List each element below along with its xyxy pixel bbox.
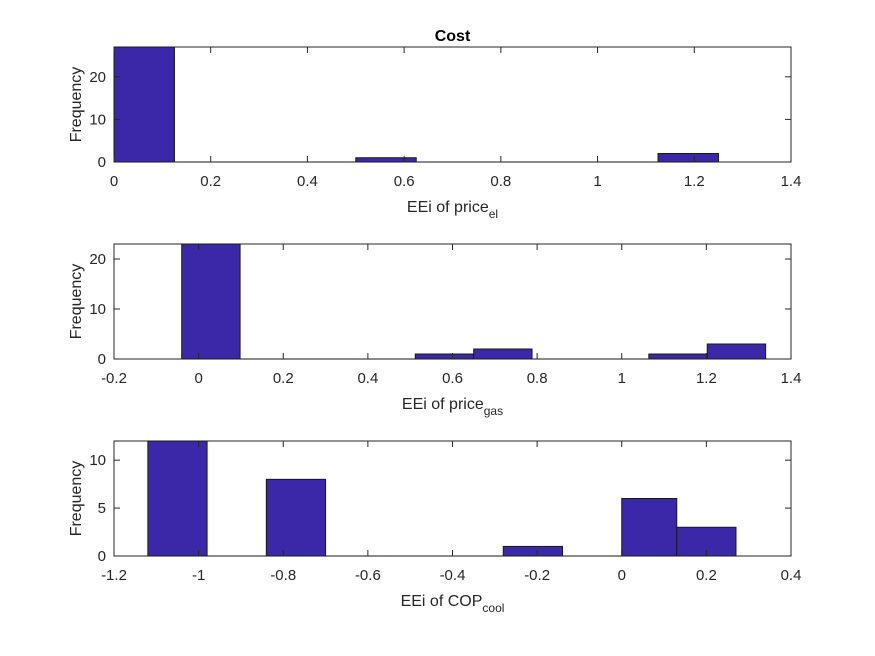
- x-tick-label: 0.4: [781, 567, 802, 584]
- histogram-bar: [147, 440, 208, 557]
- y-axis-label: Frequency: [68, 461, 85, 537]
- x-tick-label: -0.2: [101, 370, 127, 387]
- x-axis-label-text: EEi of price: [407, 199, 489, 216]
- histogram-bar: [355, 157, 417, 163]
- x-tick-label: -0.8: [270, 567, 296, 584]
- x-axis-label-subscript: el: [489, 207, 498, 221]
- x-axis-label-subscript: cool: [482, 601, 504, 615]
- histogram-bar: [265, 478, 327, 557]
- histogram-panel-price-el: 0 0.2 0.4 0.6 0.8 1 1.2 1.4 0 10 20 EEi of priceel F…: [68, 28, 801, 221]
- histogram-bar: [657, 152, 719, 163]
- x-tick-label: 0.2: [200, 173, 221, 190]
- x-tick-label: 1: [618, 370, 626, 387]
- histogram-bar: [502, 545, 564, 557]
- plot-area: [113, 46, 792, 163]
- chart-title: Cost: [435, 28, 471, 45]
- x-tick-label: 0.8: [527, 370, 548, 387]
- x-tick-label: 0.6: [394, 173, 415, 190]
- x-tick-label: 0: [110, 173, 118, 190]
- x-axis-label: EEi of pricegas: [402, 396, 503, 418]
- x-tick-label: 1.4: [781, 370, 802, 387]
- y-tick-label: 0: [98, 351, 106, 368]
- histogram-bar: [113, 46, 175, 163]
- y-tick-label: 10: [89, 452, 106, 469]
- x-tick-label: -0.4: [440, 567, 466, 584]
- histogram-bar: [181, 243, 241, 360]
- x-axis-label-text: EEi of COP: [401, 593, 483, 610]
- x-tick-label: 1: [593, 173, 601, 190]
- x-axis-label: EEi of COPcool: [401, 593, 505, 615]
- y-axis-label: Frequency: [68, 264, 85, 340]
- histogram-bar: [473, 348, 533, 360]
- x-tick-label: 0.2: [273, 370, 294, 387]
- x-tick-label: 0.4: [297, 173, 318, 190]
- x-tick-label: 0.2: [696, 567, 717, 584]
- x-tick-label: 0.4: [357, 370, 378, 387]
- x-axis-label-text: EEi of price: [402, 396, 484, 413]
- x-tick-label: 0.8: [490, 173, 511, 190]
- y-tick-label: 10: [89, 301, 106, 318]
- x-tick-label: 1.4: [781, 173, 802, 190]
- y-tick-label: 0: [98, 548, 106, 565]
- x-tick-label: 0: [194, 370, 202, 387]
- x-axis-label-subscript: gas: [484, 404, 503, 418]
- histogram-bar: [621, 498, 678, 557]
- x-tick-label: -0.2: [524, 567, 550, 584]
- x-tick-label: 0.6: [442, 370, 463, 387]
- x-tick-label: -1: [192, 567, 205, 584]
- histogram-bar: [648, 353, 708, 360]
- x-tick-label: -0.6: [355, 567, 381, 584]
- y-tick-label: 0: [98, 154, 106, 171]
- x-tick-label: -1.2: [101, 567, 127, 584]
- histogram-panel-price-gas: -0.2 0 0.2 0.4 0.6 0.8 1 1.2 1.4 0 10 20 EEi of pric…: [68, 243, 802, 418]
- y-tick-label: 5: [98, 500, 106, 517]
- histogram-panel-cop-cool: -1.2 -1 -0.8 -0.6 -0.4 -0.2 0 0.2 0.4 0 5 10 EEi of …: [68, 440, 802, 615]
- histogram-bar: [414, 353, 475, 360]
- histogram-bar: [706, 343, 767, 360]
- x-tick-label: 0: [618, 567, 626, 584]
- y-axis-label: Frequency: [68, 67, 85, 143]
- x-axis-label: EEi of priceel: [407, 199, 498, 221]
- y-tick-label: 20: [89, 251, 106, 268]
- x-tick-label: 1.2: [696, 370, 717, 387]
- x-tick-label: 1.2: [684, 173, 705, 190]
- y-tick-label: 10: [89, 111, 106, 128]
- y-tick-label: 20: [89, 69, 106, 86]
